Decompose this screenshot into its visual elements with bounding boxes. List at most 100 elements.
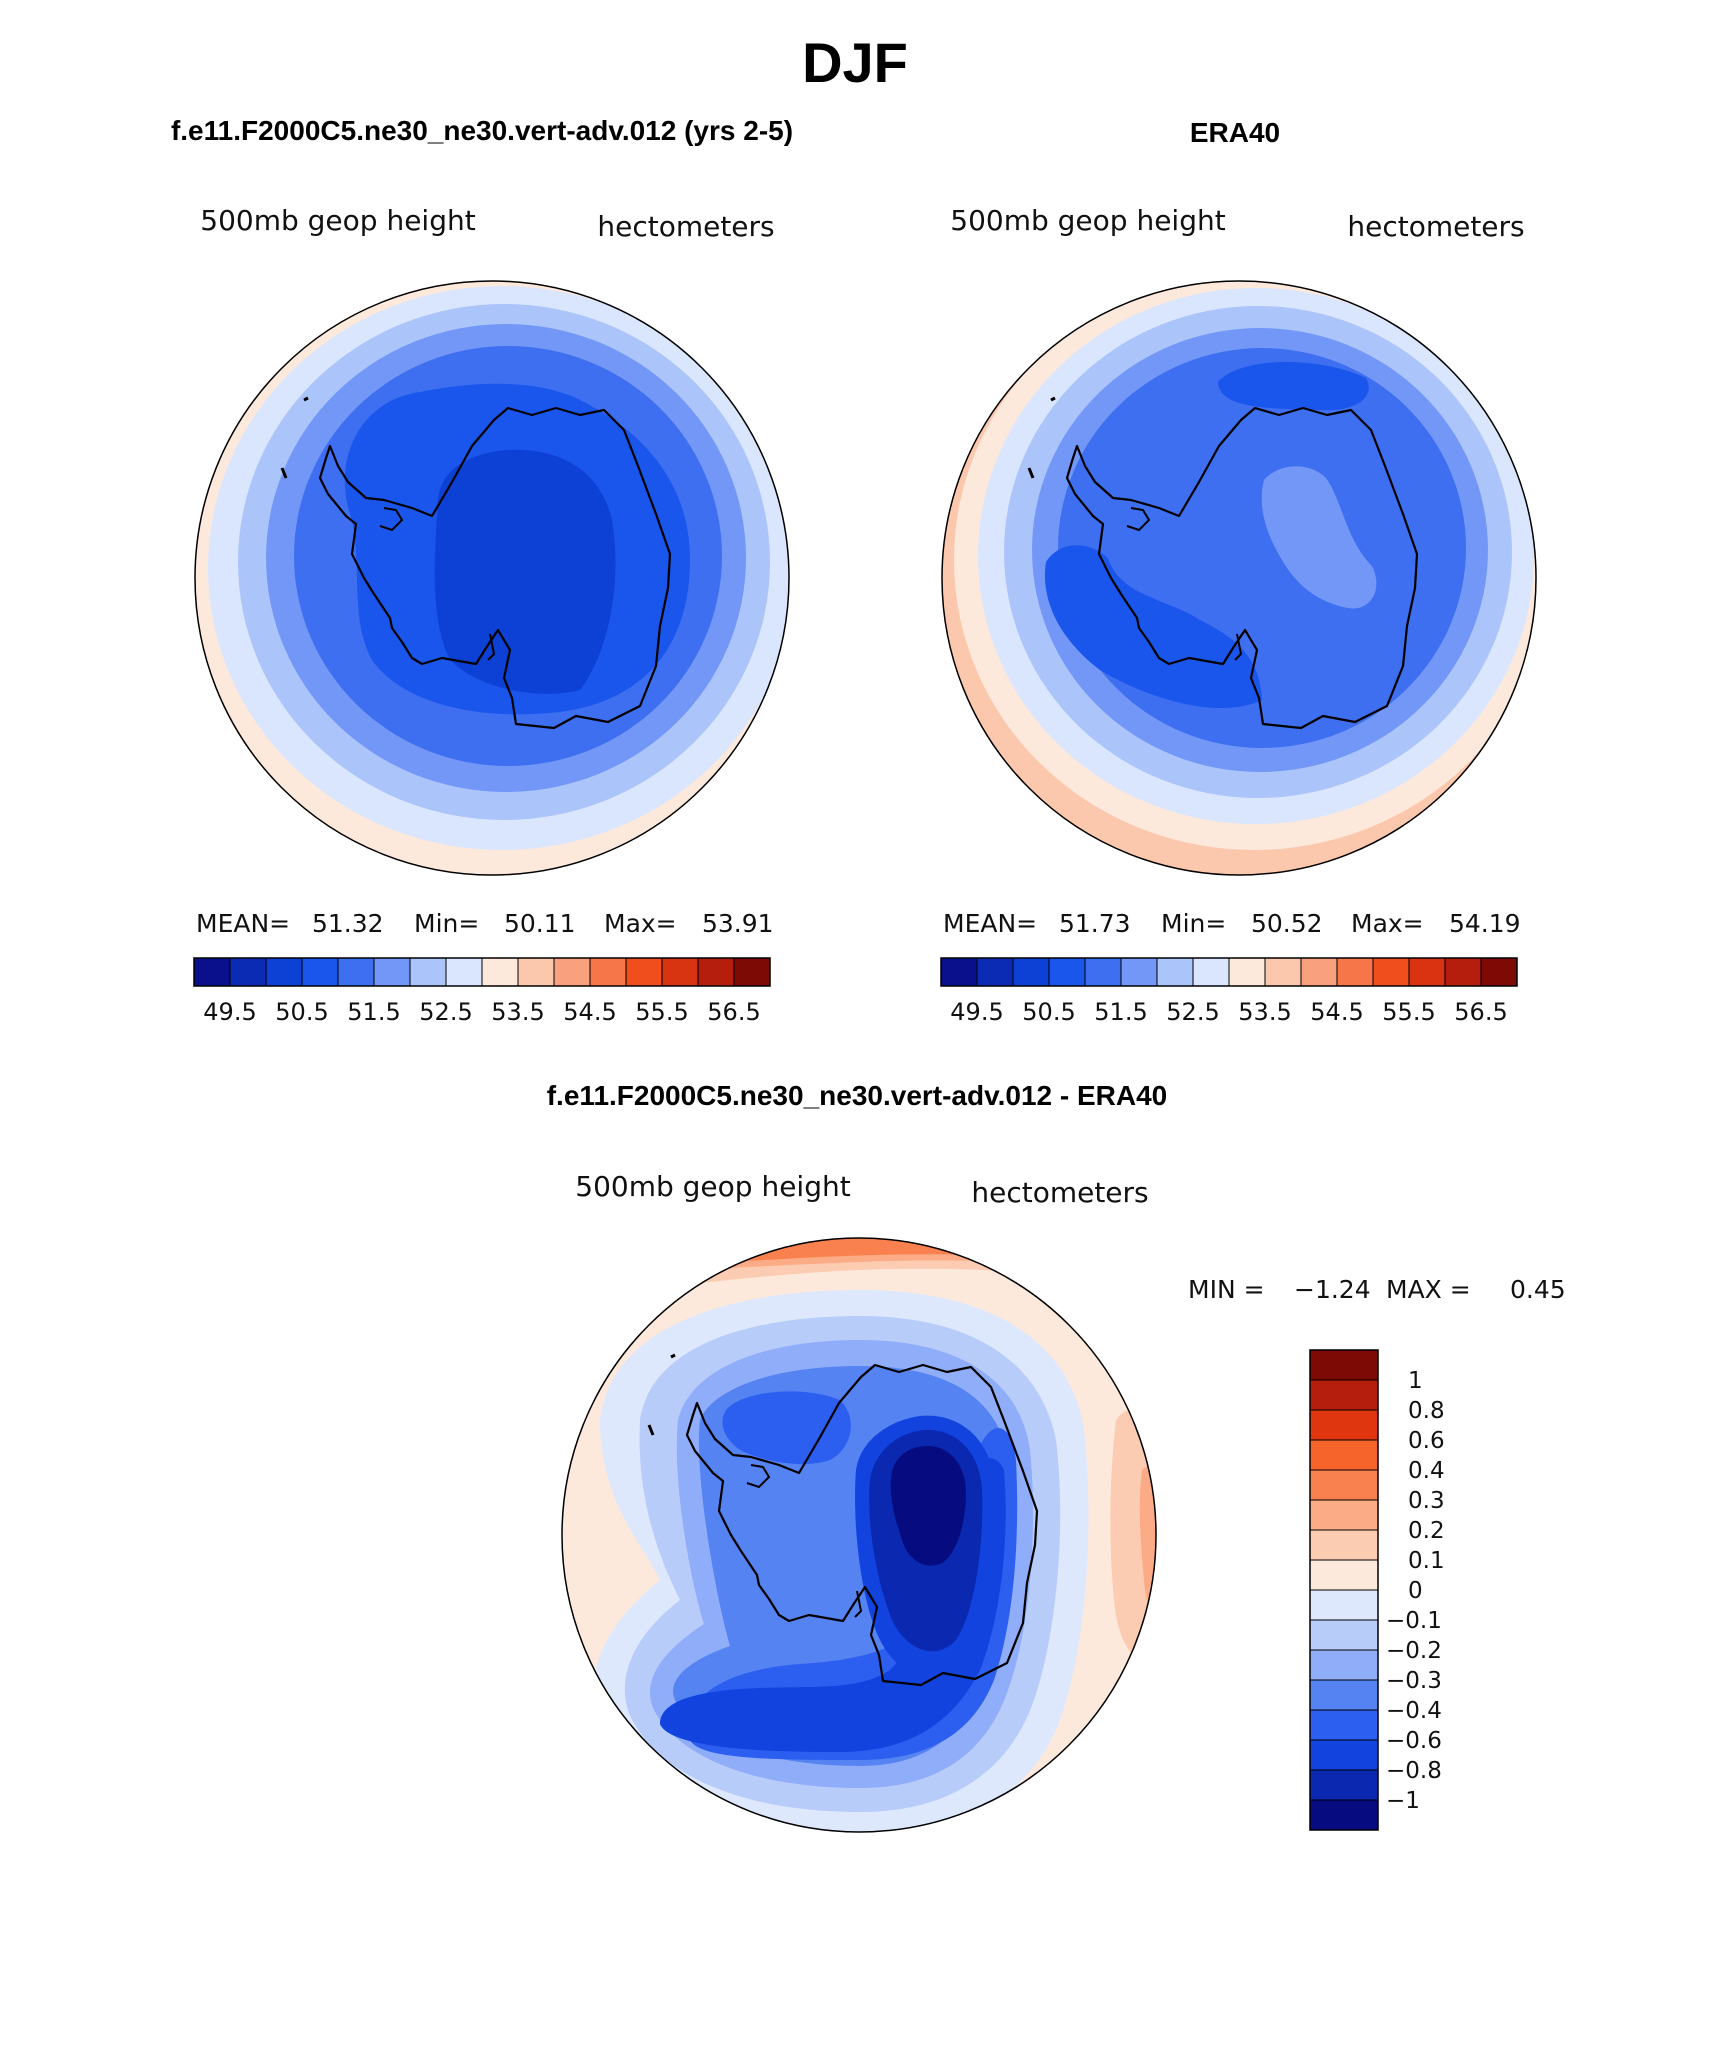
colorbar-tick-label: 51.5 <box>1094 998 1147 1026</box>
panel-diff-units-label: hectometers <box>971 1176 1148 1209</box>
min-label: MIN = <box>1188 1275 1265 1304</box>
mean-label: MEAN= <box>943 909 1037 938</box>
colorbar-tick-label: −0.8 <box>1386 1758 1442 1784</box>
panel-model-field-label: 500mb geop height <box>200 204 475 237</box>
colorbar-tick-label: −0.1 <box>1386 1608 1442 1634</box>
panel-diff-field-label: 500mb geop height <box>575 1170 850 1203</box>
colorbar-tick-label: 55.5 <box>1382 998 1435 1026</box>
colorbar-swatch <box>1408 957 1446 987</box>
colorbar-tick-label: −1 <box>1386 1788 1420 1814</box>
panel-diff-map <box>562 1238 1156 1832</box>
colorbar-tick-label: 50.5 <box>1022 998 1075 1026</box>
panel-obs-stats: MEAN= 51.73 Min= 50.52 Max= 54.19 <box>943 909 1521 938</box>
colorbar-swatch <box>517 957 555 987</box>
mean-value: 51.32 <box>312 909 384 938</box>
panel-model-units-label: hectometers <box>597 210 774 243</box>
colorbar-swatch <box>1444 957 1482 987</box>
panel-obs-map <box>942 281 1536 875</box>
colorbar-frame <box>1309 1349 1379 1831</box>
colorbar-swatch <box>1372 957 1410 987</box>
min-label: Min= <box>1161 909 1226 938</box>
colorbar-swatch <box>1228 957 1266 987</box>
panel-diff: f.e11.F2000C5.ne30_ne30.vert-adv.012 - E… <box>547 1080 1566 1833</box>
colorbar-tick-label: 0.1 <box>1408 1548 1445 1574</box>
panel-obs-colorbar: 49.5 50.5 51.5 52.5 53.5 54.5 55.5 56.5 <box>940 957 1518 1026</box>
colorbar-tick-label: 49.5 <box>950 998 1003 1026</box>
max-value: 0.45 <box>1510 1275 1566 1304</box>
colorbar-tick-label: 56.5 <box>1454 998 1507 1026</box>
colorbar-swatch <box>1309 1679 1379 1711</box>
colorbar-swatch <box>697 957 735 987</box>
max-value: 54.19 <box>1449 909 1521 938</box>
field-band <box>680 1238 1040 1262</box>
colorbar-tick-label: 0.6 <box>1408 1428 1445 1454</box>
colorbar-swatch <box>589 957 627 987</box>
colorbar-swatch <box>1012 957 1050 987</box>
colorbar-swatch <box>373 957 411 987</box>
colorbar-swatch <box>1309 1739 1379 1771</box>
colorbar-tick-label: 56.5 <box>707 998 760 1026</box>
colorbar-tick-label: −0.3 <box>1386 1668 1442 1694</box>
panel-obs-field-label: 500mb geop height <box>950 204 1225 237</box>
colorbar-swatch <box>193 957 231 987</box>
min-value: 50.52 <box>1251 909 1323 938</box>
colorbar-tick-label: 49.5 <box>203 998 256 1026</box>
colorbar-tick-label: 52.5 <box>419 998 472 1026</box>
panel-obs: ERA40 500mb geop height hectometers MEAN… <box>940 117 1537 1026</box>
colorbar-swatch <box>733 957 771 987</box>
colorbar-swatch <box>1309 1619 1379 1651</box>
field-band <box>1139 1466 1156 1622</box>
panel-model-map-border <box>194 280 790 876</box>
colorbar-swatch <box>445 957 483 987</box>
colorbar-frame <box>193 957 771 987</box>
field-band <box>434 449 616 694</box>
colorbar-tick-label: 53.5 <box>491 998 544 1026</box>
colorbar-swatch <box>625 957 663 987</box>
colorbar-swatch <box>1309 1379 1379 1411</box>
panel-model: f.e11.F2000C5.ne30_ne30.vert-adv.012 (yr… <box>171 115 793 1026</box>
colorbar-tick-label: 1 <box>1408 1368 1423 1394</box>
colorbar-tick-label: 0.2 <box>1408 1518 1445 1544</box>
max-label: Max= <box>1351 909 1424 938</box>
panel-obs-units-label: hectometers <box>1347 210 1524 243</box>
colorbar-swatch <box>1300 957 1338 987</box>
colorbar-swatch <box>1480 957 1518 987</box>
colorbar-tick-label: 54.5 <box>1310 998 1363 1026</box>
panel-diff-stats: MIN = −1.24 MAX = 0.45 <box>1188 1275 1566 1304</box>
colorbar-swatch <box>265 957 303 987</box>
colorbar-frame <box>940 957 1518 987</box>
colorbar-swatch <box>1309 1499 1379 1531</box>
colorbar-tick-label: 50.5 <box>275 998 328 1026</box>
colorbar-swatch <box>1309 1709 1379 1741</box>
colorbar-tick-label: 0 <box>1408 1578 1423 1604</box>
colorbar-swatch <box>661 957 699 987</box>
colorbar-swatch <box>301 957 339 987</box>
colorbar-swatch <box>1120 957 1158 987</box>
field-band <box>660 1458 1006 1752</box>
panel-model-case-title: f.e11.F2000C5.ne30_ne30.vert-adv.012 (yr… <box>171 115 793 146</box>
colorbar-swatch <box>1309 1589 1379 1621</box>
panel-obs-case-title: ERA40 <box>1190 117 1280 148</box>
max-label: Max= <box>604 909 677 938</box>
colorbar-swatch <box>1309 1349 1379 1381</box>
colorbar-tick-label: 0.3 <box>1408 1488 1445 1514</box>
colorbar-tick-label: −0.2 <box>1386 1638 1442 1664</box>
panel-model-map <box>195 281 789 875</box>
figure-title: DJF <box>802 31 908 94</box>
min-value: −1.24 <box>1294 1275 1371 1304</box>
panel-obs-map-border <box>941 280 1537 876</box>
colorbar-swatch <box>940 957 978 987</box>
colorbar-swatch <box>1309 1439 1379 1471</box>
colorbar-swatch <box>1309 1469 1379 1501</box>
panel-diff-colorbar: 1 0.8 0.6 0.4 0.3 0.2 0.1 0 −0.1 −0.2 −0.3 −0.4 −0.6… <box>1309 1349 1445 1831</box>
min-label: Min= <box>414 909 479 938</box>
field-band <box>1044 545 1262 709</box>
field-band <box>722 1391 851 1465</box>
colorbar-swatch <box>1309 1529 1379 1561</box>
panel-model-stats: MEAN= 51.32 Min= 50.11 Max= 53.91 <box>196 909 774 938</box>
colorbar-tick-label: −0.4 <box>1386 1698 1442 1724</box>
max-value: 53.91 <box>702 909 774 938</box>
mean-value: 51.73 <box>1059 909 1131 938</box>
colorbar-tick-label: 0.8 <box>1408 1398 1445 1424</box>
